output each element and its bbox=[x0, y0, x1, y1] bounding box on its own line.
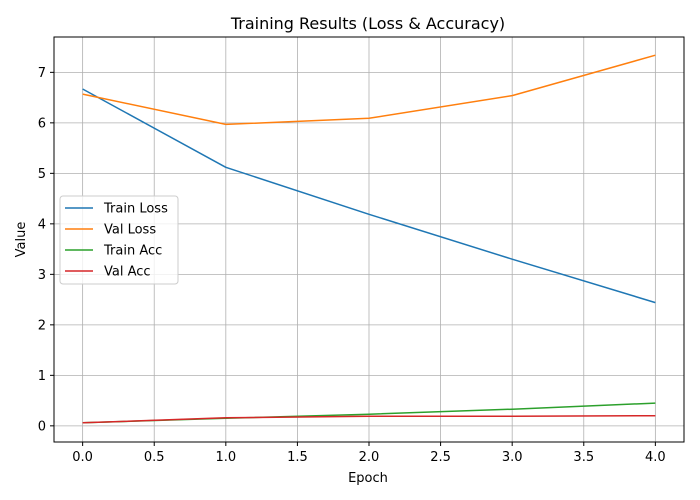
chart-title: Training Results (Loss & Accuracy) bbox=[230, 14, 505, 33]
legend-label: Val Acc bbox=[104, 265, 151, 280]
x-axis-label: Epoch bbox=[348, 471, 388, 486]
y-tick-label: 3 bbox=[38, 268, 46, 283]
x-tick-label: 4.0 bbox=[645, 450, 666, 465]
legend-box bbox=[59, 195, 179, 285]
y-tick-label: 6 bbox=[38, 116, 46, 131]
x-tick-label: 2.5 bbox=[430, 450, 451, 465]
x-tick-label: 3.0 bbox=[502, 450, 523, 465]
legend-label: Val Loss bbox=[104, 223, 156, 238]
x-tick-label: 0.5 bbox=[144, 450, 165, 465]
y-tick-label: 4 bbox=[38, 217, 46, 232]
y-tick-label: 0 bbox=[38, 419, 46, 434]
x-tick-label: 1.0 bbox=[215, 450, 236, 465]
legend-label: Train Acc bbox=[103, 244, 162, 259]
x-tick-label: 2.0 bbox=[359, 450, 380, 465]
y-tick-label: 2 bbox=[38, 318, 46, 333]
data-series bbox=[82, 54, 656, 424]
x-tick-label: 1.5 bbox=[287, 450, 308, 465]
legend: Train Loss Val Loss Train Acc Val Acc bbox=[59, 195, 179, 285]
grid-lines bbox=[54, 37, 684, 442]
y-axis-label: Value bbox=[14, 222, 29, 258]
series-line-1 bbox=[82, 54, 656, 126]
y-tick-label: 7 bbox=[38, 66, 46, 81]
y-tick-label: 5 bbox=[38, 167, 46, 182]
axis-ticks: 0.0 0.5 1.0 1.5 2.0 2.5 3.0 3.5 4.0 0 1 2 3 4 5 6 7 bbox=[38, 66, 666, 465]
legend-label: Train Loss bbox=[103, 202, 168, 217]
series-line-0 bbox=[82, 88, 656, 304]
y-tick-label: 1 bbox=[38, 369, 46, 384]
series-line-3 bbox=[82, 414, 656, 424]
x-tick-label: 3.5 bbox=[573, 450, 594, 465]
x-tick-label: 0.0 bbox=[72, 450, 93, 465]
